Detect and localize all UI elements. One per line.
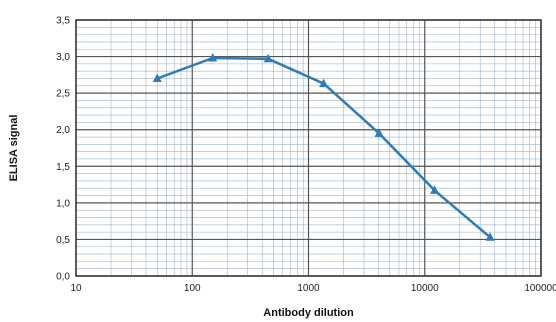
y-tick-label: 2,5 bbox=[56, 89, 70, 100]
y-tick-label: 0,5 bbox=[56, 235, 70, 246]
y-tick-label: 3,0 bbox=[56, 52, 70, 63]
x-axis-title: Antibody dilution bbox=[263, 307, 354, 319]
y-tick-label: 2,0 bbox=[56, 125, 70, 136]
data-point-marker bbox=[152, 73, 162, 83]
data-point-marker bbox=[430, 185, 440, 194]
x-tick-label: 100000 bbox=[524, 283, 556, 294]
data-point-marker bbox=[485, 232, 495, 241]
y-tick-label: 0,0 bbox=[56, 272, 70, 283]
y-tick-label: 3,5 bbox=[56, 16, 70, 27]
tick-labels: 10 100 1000 10000 100000 0,0 0,5 1,0 1,5 2,0 2,5 3,… bbox=[56, 16, 556, 295]
data-point-marker bbox=[263, 53, 273, 63]
data-point-marker bbox=[208, 53, 218, 62]
y-tick-label: 1,5 bbox=[56, 162, 70, 173]
x-tick-label: 10000 bbox=[411, 283, 439, 294]
y-tick-label: 1,0 bbox=[56, 198, 70, 209]
x-tick-label: 100 bbox=[184, 283, 201, 294]
y-axis-title: ELISA signal bbox=[8, 115, 20, 182]
x-tick-label: 10 bbox=[70, 283, 82, 294]
plot-frame bbox=[75, 19, 542, 277]
x-tick-label: 1000 bbox=[297, 283, 320, 294]
series bbox=[152, 53, 495, 241]
data-point-marker bbox=[319, 78, 329, 88]
grid bbox=[75, 19, 542, 277]
data-point-marker bbox=[374, 128, 384, 137]
